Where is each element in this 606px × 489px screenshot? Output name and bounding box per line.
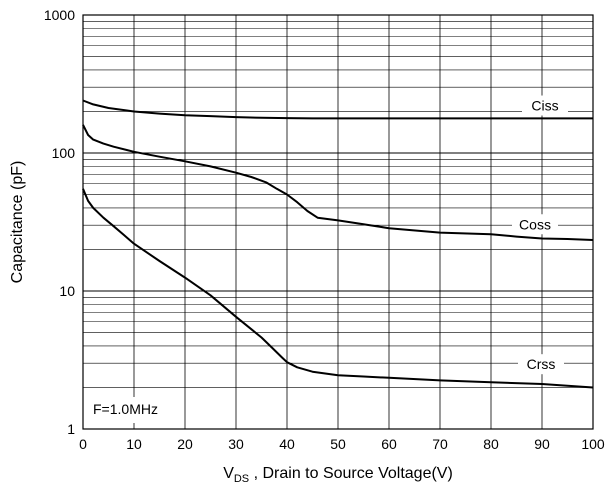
series-line-coss [82,124,594,241]
plot-frame [82,14,594,430]
series-label-coss: Coss [519,216,551,232]
series-label-bg [518,354,564,375]
x-axis-title-symbol: V [223,465,234,482]
frequency-annotation: F=1.0MHz [93,401,158,417]
y-tick-label: 1000 [44,7,75,23]
y-tick-label: 1 [67,421,75,437]
series-label-ciss: Ciss [531,98,558,114]
x-tick-label: 20 [177,436,193,452]
x-axis-title-text: , Drain to Source Voltage(V) [249,465,453,482]
x-tick-label: 0 [79,436,87,452]
y-tick-label: 100 [52,145,76,161]
x-tick-label: 30 [228,436,244,452]
x-tick-label: 100 [581,436,605,452]
series-line-ciss [82,99,593,120]
series-label-crss: Crss [527,356,556,372]
x-tick-label: 50 [330,436,346,452]
series-line-crss [82,188,594,389]
x-tick-label: 40 [279,436,295,452]
x-tick-label: 90 [534,436,550,452]
annotation-box [85,397,177,423]
series-label-bg [512,214,558,235]
grid [83,15,593,429]
series-labels: Ciss Coss Crss [512,95,568,375]
x-tick-label: 80 [483,436,499,452]
x-axis-title: VDS , Drain to Source Voltage(V) [223,465,453,485]
x-tick-label: 10 [126,436,142,452]
y-tick-label: 10 [59,283,75,299]
series-label-bg [522,95,568,116]
x-tick-label: 60 [381,436,397,452]
x-axis-title-subscript: DS [234,473,249,485]
x-tick-label: 70 [432,436,448,452]
y-axis-title: Capacitance (pF) [9,161,26,284]
series-lines [82,99,594,389]
